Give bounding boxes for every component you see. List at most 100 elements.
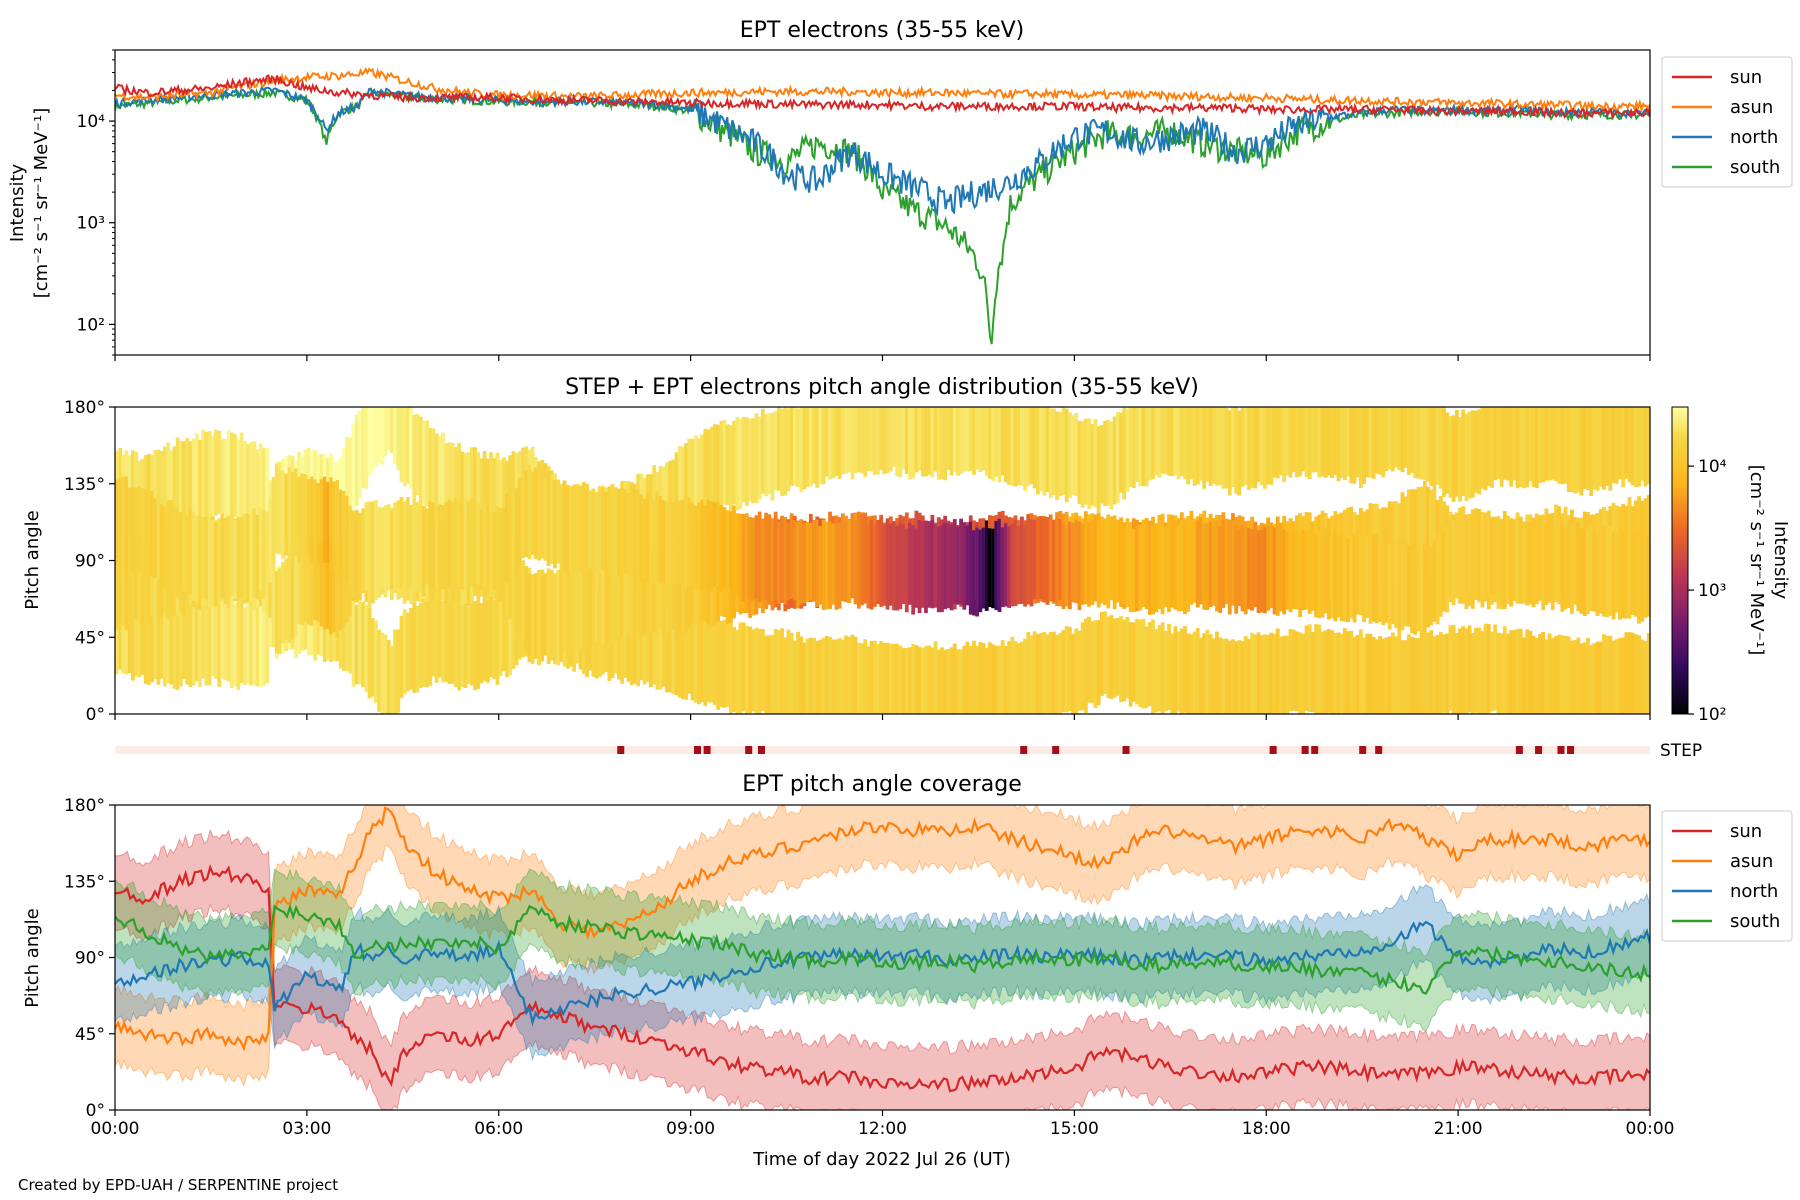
heatmap-cell xyxy=(230,432,234,515)
heatmap-cell xyxy=(322,548,327,630)
heatmap-cell xyxy=(207,513,212,607)
heatmap-cell xyxy=(1461,409,1466,496)
x-tick-label: 03:00 xyxy=(282,1119,331,1139)
heatmap-cell xyxy=(1515,628,1520,714)
heatmap-cell xyxy=(185,437,190,527)
heatmap-cell xyxy=(984,647,989,714)
heatmap-cell xyxy=(799,519,804,605)
heatmap-cell xyxy=(729,621,733,714)
heatmap-cell xyxy=(415,502,420,592)
heatmap-cell xyxy=(348,589,353,674)
heatmap-cell xyxy=(367,407,372,477)
heatmap-cell xyxy=(418,602,423,688)
heatmap-cell xyxy=(156,493,161,581)
heatmap-cell xyxy=(975,646,980,714)
heatmap-cell xyxy=(1221,520,1226,608)
heatmap-cell xyxy=(1199,517,1203,605)
coverage-line-asun xyxy=(115,806,1650,1052)
heatmap-cell xyxy=(370,618,375,697)
heatmap-cell xyxy=(1550,638,1555,714)
heatmap-cell xyxy=(441,505,445,589)
heatmap-cell xyxy=(447,442,452,529)
heatmap-cell xyxy=(204,431,209,519)
colorbar xyxy=(1671,406,1689,715)
heatmap-cell xyxy=(860,643,864,714)
heatmap-cell xyxy=(377,407,382,463)
heatmap-cell xyxy=(354,414,359,506)
heatmap-cell xyxy=(428,500,433,593)
heatmap-cell xyxy=(901,648,906,714)
heatmap-cell xyxy=(869,520,874,610)
heatmap-cell xyxy=(1032,519,1037,600)
heatmap-cell xyxy=(1371,407,1376,479)
heatmap-cell xyxy=(172,597,177,689)
heatmap-cell xyxy=(744,513,749,596)
step-mark xyxy=(1311,746,1319,754)
heatmap-cell xyxy=(1074,519,1079,604)
heatmap-cell xyxy=(1397,541,1402,634)
heatmap-cell xyxy=(885,518,890,610)
heatmap-cell xyxy=(1490,407,1494,488)
heatmap-cell xyxy=(770,412,775,501)
heatmap-cell xyxy=(892,407,896,467)
heatmap-cell xyxy=(1426,407,1430,482)
heatmap-cell xyxy=(1422,480,1427,573)
heatmap-cell xyxy=(1266,407,1271,485)
heatmap-cell xyxy=(1154,629,1159,713)
heatmap-cell xyxy=(760,518,765,601)
heatmap-cell xyxy=(1115,412,1120,503)
heatmap-cell xyxy=(450,600,455,684)
heatmap-cell xyxy=(1547,633,1552,714)
heatmap-cell xyxy=(1406,407,1411,476)
heatmap-cell xyxy=(732,505,736,593)
heatmap-cell xyxy=(713,424,717,514)
heatmap-cell xyxy=(127,585,132,673)
heatmap-cell xyxy=(1413,547,1418,635)
heatmap-cell xyxy=(924,520,928,614)
heatmap-cell xyxy=(1048,632,1053,714)
heatmap-cell xyxy=(1445,526,1450,613)
heatmap-cell xyxy=(773,629,778,714)
heatmap-cell xyxy=(684,504,689,589)
heatmap-cell xyxy=(591,488,596,572)
heatmap-cell xyxy=(1291,629,1296,711)
heatmap-cell xyxy=(1406,634,1411,714)
heatmap-cell xyxy=(537,577,541,666)
heatmap-cell xyxy=(1237,410,1242,496)
heatmap-cell xyxy=(741,514,746,602)
heatmap-cell xyxy=(1605,635,1610,714)
heatmap-cell xyxy=(719,505,724,592)
heatmap-cell xyxy=(473,504,477,589)
heatmap-cell xyxy=(1333,407,1338,475)
heatmap-cell xyxy=(569,570,573,653)
heatmap-cell xyxy=(629,597,634,686)
heatmap-cell xyxy=(847,519,852,603)
heatmap-cell xyxy=(422,505,426,588)
heatmap-cell xyxy=(425,420,429,507)
heatmap-cell xyxy=(121,476,126,562)
heatmap-cell xyxy=(1064,626,1069,713)
heatmap-cell xyxy=(1490,631,1494,712)
x-tick-label: 00:00 xyxy=(91,1119,140,1139)
heatmap-cell xyxy=(1231,639,1235,714)
heatmap-cell xyxy=(1067,521,1072,610)
heatmap-cell xyxy=(412,414,417,501)
heatmap-cell xyxy=(840,407,845,475)
heatmap-cell xyxy=(735,629,740,714)
heatmap-cell xyxy=(943,523,948,610)
y-tick-label: 10⁴ xyxy=(77,112,106,132)
heatmap-cell xyxy=(1368,407,1373,478)
heatmap-cell xyxy=(1374,533,1379,624)
heatmap-cell xyxy=(706,429,711,519)
heatmap-cell xyxy=(1592,529,1597,612)
heatmap-cell xyxy=(1643,641,1648,714)
heatmap-cell xyxy=(153,593,158,680)
heatmap-cell xyxy=(1384,407,1389,472)
heatmap-cell xyxy=(124,535,129,630)
heatmap-cell xyxy=(182,599,186,680)
heatmap-cell xyxy=(1285,531,1290,610)
heatmap-cell xyxy=(390,510,394,590)
heatmap-cell xyxy=(1135,525,1139,608)
heatmap-cell xyxy=(233,434,238,517)
heatmap-cell xyxy=(217,518,222,607)
